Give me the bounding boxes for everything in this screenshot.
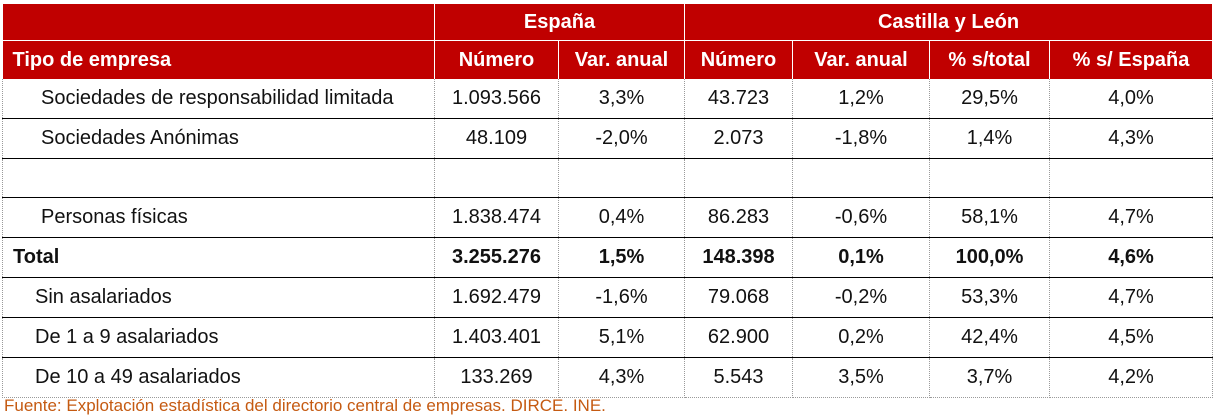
cell-var-cyl: 1,2%	[792, 79, 930, 119]
column-header-var-spain: Var. anual	[558, 40, 685, 79]
cell-pct-total: 58,1%	[929, 197, 1050, 238]
cell-var-cyl: 0,2%	[792, 317, 930, 358]
table-row-total: Total 3.255.276 1,5% 148.398 0,1% 100,0%…	[2, 237, 1214, 278]
group-header-castilla-leon: Castilla y León	[684, 4, 1214, 41]
cell-var-spain: -1,6%	[558, 277, 685, 318]
row-label: Sin asalariados	[2, 277, 435, 318]
cell-pct-spain: 4,5%	[1049, 317, 1214, 358]
cell-numero-spain: 133.269	[434, 357, 559, 398]
cell-var-cyl: -0,2%	[792, 277, 930, 318]
cell-var-spain: 5,1%	[558, 317, 685, 358]
cell-pct-spain: 4,7%	[1049, 197, 1214, 238]
row-label: Sociedades Anónimas	[2, 118, 435, 159]
column-header-numero-cyl: Número	[684, 40, 793, 79]
cell-numero-cyl: 2.073	[684, 118, 793, 159]
column-header-pct-spain: % s/ España	[1049, 40, 1214, 79]
row-label: Sociedades de responsabilidad limitada	[2, 79, 435, 119]
cell-numero-spain: 1.403.401	[434, 317, 559, 358]
cell-var-spain	[558, 158, 685, 198]
row-label	[2, 158, 435, 198]
row-label: De 10 a 49 asalariados	[2, 357, 435, 398]
cell-var-cyl	[792, 158, 930, 198]
cell-var-cyl: -1,8%	[792, 118, 930, 159]
table-row: Sociedades Anónimas 48.109 -2,0% 2.073 -…	[2, 118, 1214, 159]
cell-pct-total: 53,3%	[929, 277, 1050, 318]
cell-numero-spain: 3.255.276	[434, 237, 559, 278]
table-row: De 10 a 49 asalariados 133.269 4,3% 5.54…	[2, 357, 1214, 398]
column-header-row: Tipo de empresa Número Var. anual Número…	[2, 40, 1214, 79]
cell-pct-spain: 4,6%	[1049, 237, 1214, 278]
cell-var-spain: 0,4%	[558, 197, 685, 238]
table-row: Personas físicas 1.838.474 0,4% 86.283 -…	[2, 197, 1214, 238]
row-label: Total	[2, 237, 435, 278]
cell-numero-spain: 48.109	[434, 118, 559, 159]
cell-var-spain: 1,5%	[558, 237, 685, 278]
cell-var-cyl: 3,5%	[792, 357, 930, 398]
column-header-pct-total: % s/total	[929, 40, 1050, 79]
row-label: Personas físicas	[2, 197, 435, 238]
data-table: España Castilla y León Tipo de empresa N…	[2, 4, 1214, 398]
cell-pct-spain	[1049, 158, 1214, 198]
table-row-blank	[2, 158, 1214, 198]
cell-numero-spain: 1.093.566	[434, 79, 559, 119]
cell-numero-cyl: 148.398	[684, 237, 793, 278]
cell-var-cyl: 0,1%	[792, 237, 930, 278]
cell-var-cyl: -0,6%	[792, 197, 930, 238]
table-row: Sociedades de responsabilidad limitada 1…	[2, 79, 1214, 119]
cell-numero-cyl: 43.723	[684, 79, 793, 119]
column-header-tipo: Tipo de empresa	[2, 40, 435, 79]
cell-numero-cyl: 79.068	[684, 277, 793, 318]
cell-numero-cyl	[684, 158, 793, 198]
cell-numero-cyl: 62.900	[684, 317, 793, 358]
group-header-spain: España	[434, 4, 685, 41]
cell-var-spain: -2,0%	[558, 118, 685, 159]
cell-numero-spain	[434, 158, 559, 198]
cell-pct-total: 3,7%	[929, 357, 1050, 398]
row-label: De 1 a 9 asalariados	[2, 317, 435, 358]
group-header-empty	[2, 4, 435, 41]
cell-var-spain: 4,3%	[558, 357, 685, 398]
source-note: Fuente: Explotación estadística del dire…	[4, 396, 606, 415]
cell-pct-total: 1,4%	[929, 118, 1050, 159]
cell-var-spain: 3,3%	[558, 79, 685, 119]
column-header-var-cyl: Var. anual	[792, 40, 930, 79]
cell-pct-spain: 4,3%	[1049, 118, 1214, 159]
cell-pct-total: 100,0%	[929, 237, 1050, 278]
cell-pct-spain: 4,2%	[1049, 357, 1214, 398]
cell-pct-total	[929, 158, 1050, 198]
table-row: Sin asalariados 1.692.479 -1,6% 79.068 -…	[2, 277, 1214, 318]
group-header-row: España Castilla y León	[2, 4, 1214, 41]
cell-pct-spain: 4,7%	[1049, 277, 1214, 318]
cell-numero-spain: 1.692.479	[434, 277, 559, 318]
column-header-numero-spain: Número	[434, 40, 559, 79]
cell-numero-cyl: 86.283	[684, 197, 793, 238]
cell-numero-cyl: 5.543	[684, 357, 793, 398]
table-row: De 1 a 9 asalariados 1.403.401 5,1% 62.9…	[2, 317, 1214, 358]
cell-numero-spain: 1.838.474	[434, 197, 559, 238]
cell-pct-total: 42,4%	[929, 317, 1050, 358]
cell-pct-spain: 4,0%	[1049, 79, 1214, 119]
cell-pct-total: 29,5%	[929, 79, 1050, 119]
